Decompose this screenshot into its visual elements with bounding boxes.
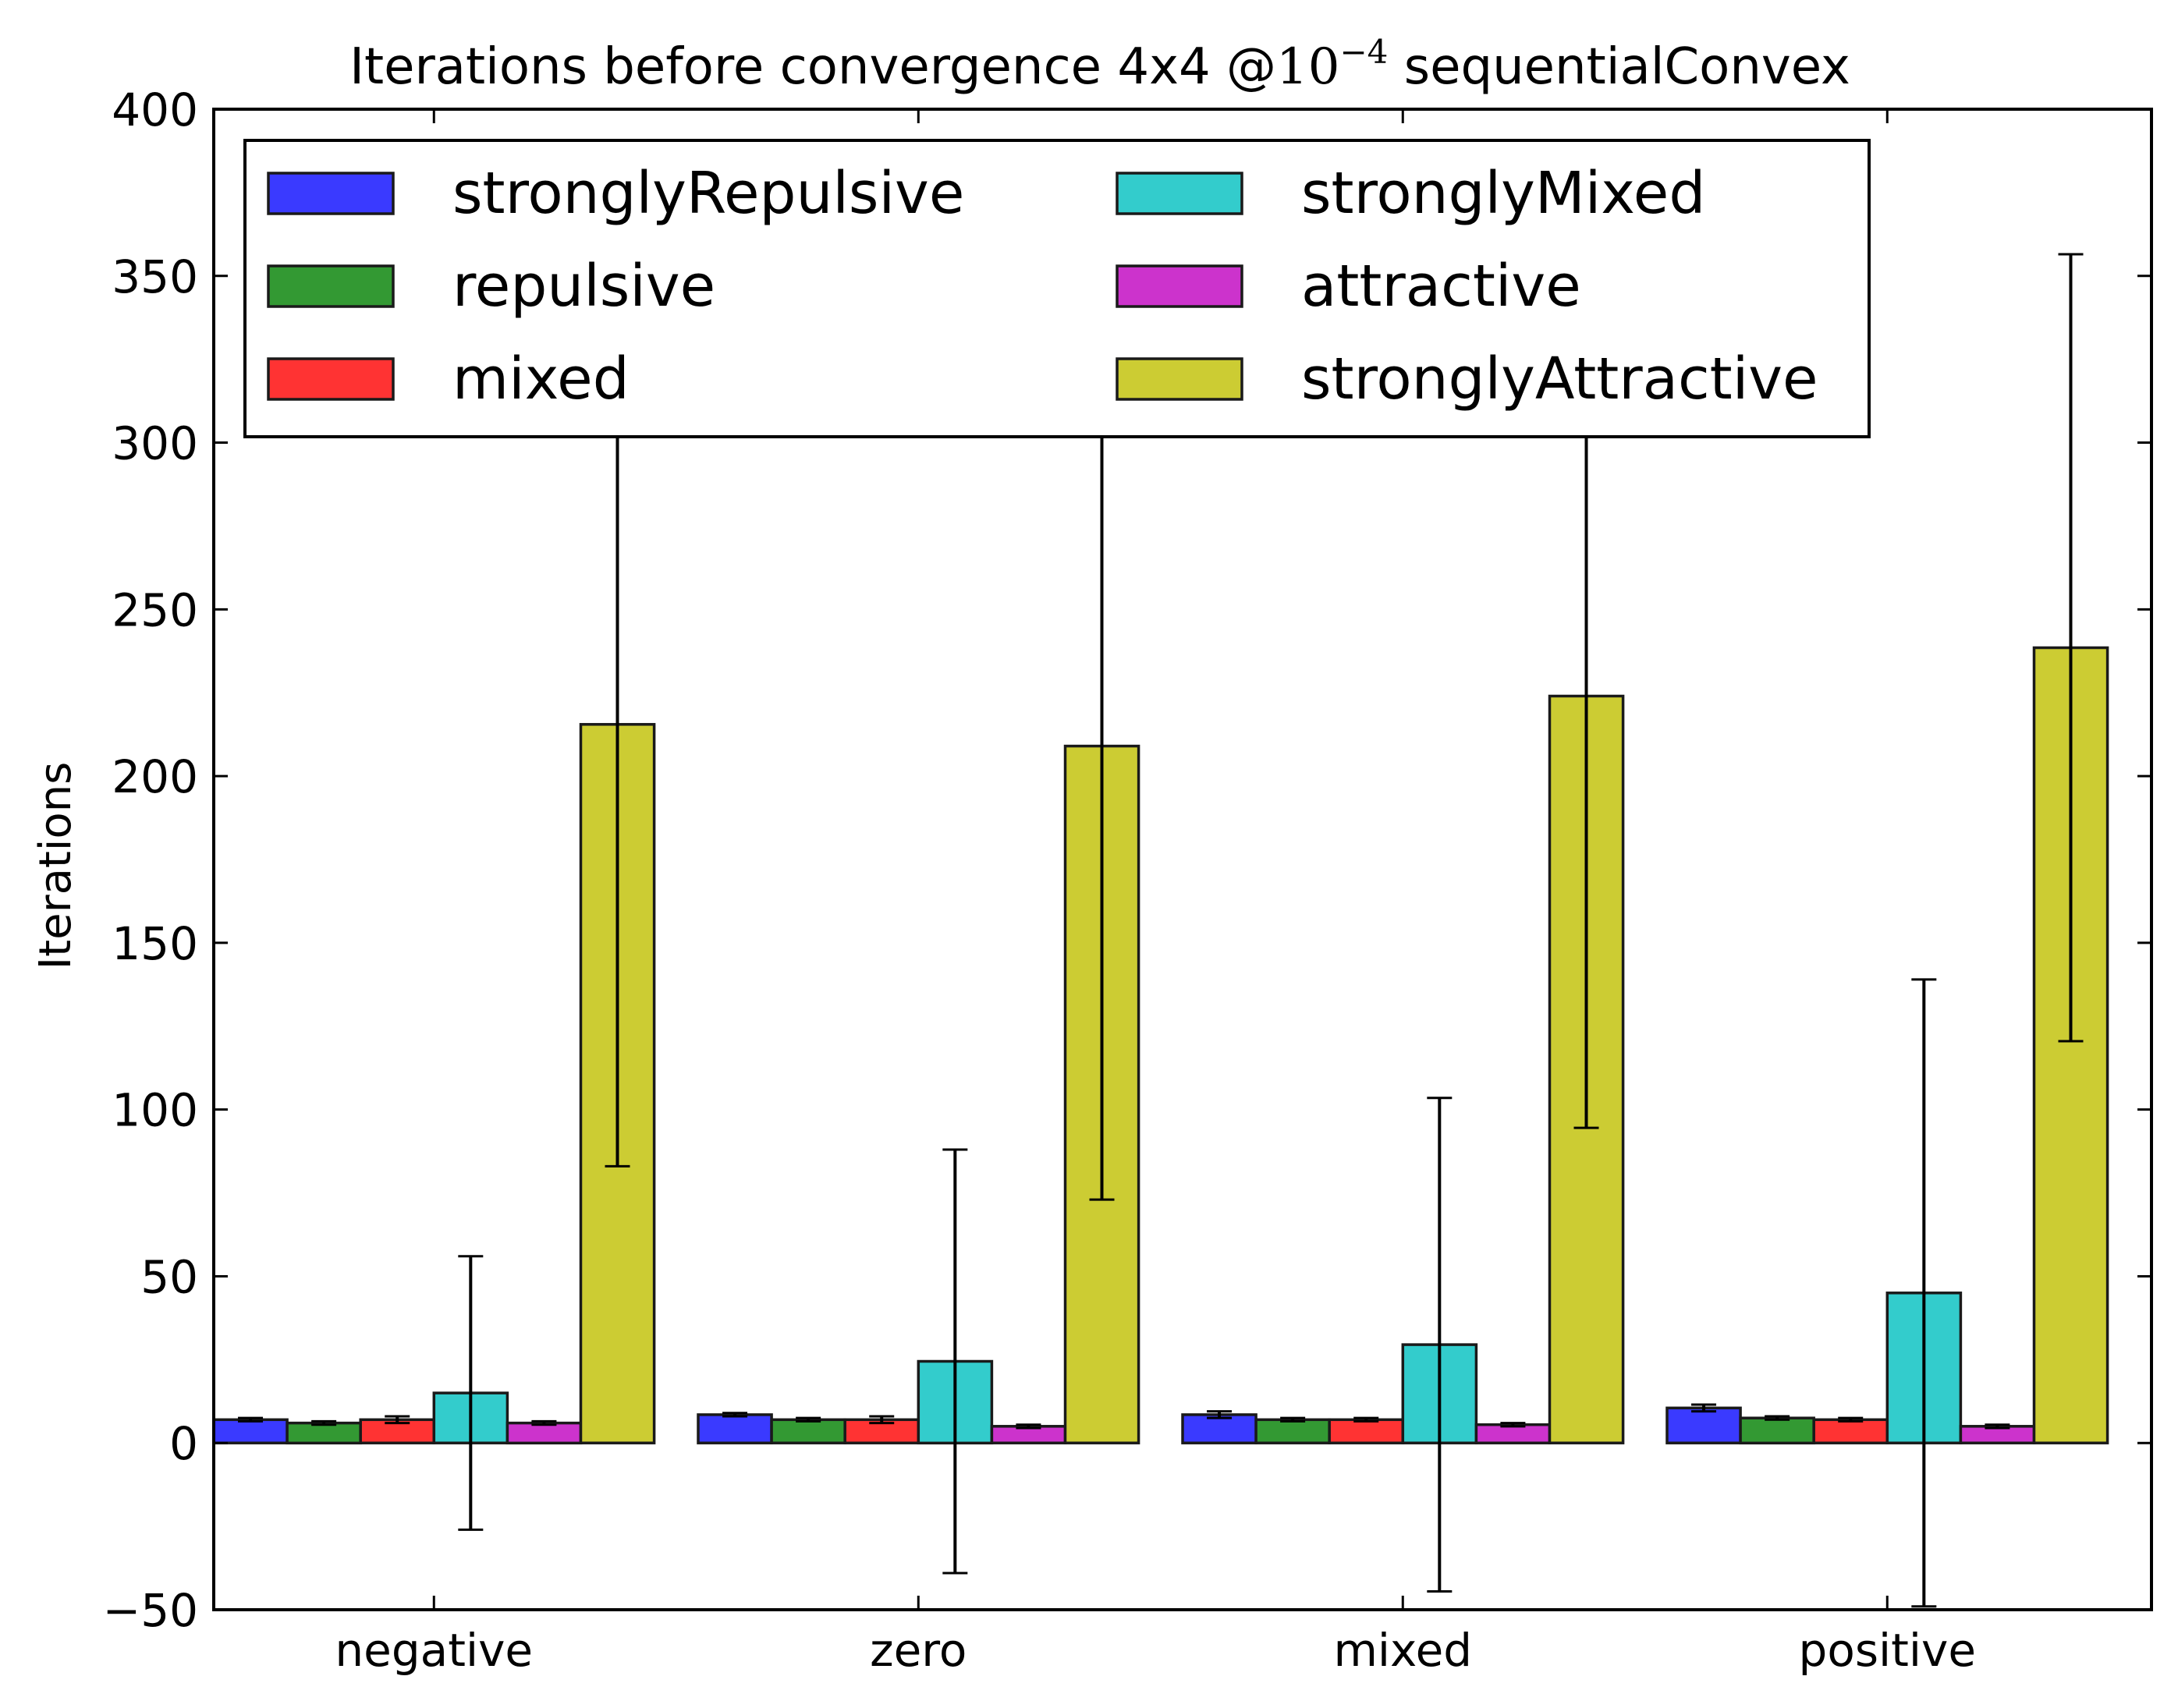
legend-swatch-stronglyMixed bbox=[1116, 172, 1243, 215]
legend-swatch-stronglyRepulsive bbox=[267, 172, 395, 215]
legend: stronglyRepulsive repulsive mixed stronglyM… bbox=[243, 139, 1871, 438]
legend-label-stronglyMixed: stronglyMixed bbox=[1301, 160, 1705, 227]
bar-stronglyRepulsive-negative bbox=[214, 1418, 289, 1444]
legend-swatch-mixed bbox=[267, 357, 395, 401]
bar-mixed-positive bbox=[1812, 1418, 1889, 1444]
bar-repulsive-positive bbox=[1739, 1416, 1815, 1445]
y-tick-label: 350 bbox=[112, 250, 198, 303]
y-tick-label: 50 bbox=[140, 1250, 198, 1303]
x-tick-label: mixed bbox=[1333, 1624, 1472, 1677]
plot-marks bbox=[214, 253, 2109, 1608]
bar-repulsive-negative bbox=[286, 1421, 362, 1445]
bar-stronglyRepulsive-positive bbox=[1665, 1406, 1742, 1444]
legend-box bbox=[243, 139, 1871, 438]
axes-frame bbox=[212, 108, 2153, 1611]
legend-label-repulsive: repulsive bbox=[452, 253, 715, 320]
legend-label-mixed: mixed bbox=[452, 345, 630, 413]
plot-area bbox=[214, 253, 2109, 1608]
y-axis-label: Iterations bbox=[30, 762, 81, 970]
y-tick-label: 100 bbox=[112, 1084, 198, 1137]
legend-swatch-stronglyAttractive bbox=[1116, 357, 1243, 401]
y-tick-label: 200 bbox=[112, 750, 198, 803]
axes: −50 0 50 100 150 200 250 300 350 400 negative zero m… bbox=[103, 83, 2151, 1677]
bar-mixed-mixed bbox=[1328, 1418, 1405, 1444]
chart-title: Iterations before convergence 4x4 @10−4 … bbox=[349, 33, 1850, 96]
legend-swatch-repulsive bbox=[267, 264, 395, 308]
legend-swatch-attractive bbox=[1116, 264, 1243, 308]
y-tick-label: 150 bbox=[112, 917, 198, 970]
legend-label-stronglyAttractive: stronglyAttractive bbox=[1301, 345, 1818, 413]
x-tick-label: positive bbox=[1799, 1624, 1977, 1677]
bar-repulsive-mixed bbox=[1254, 1418, 1331, 1444]
bar-attractive-negative bbox=[505, 1421, 583, 1445]
bar-stronglyRepulsive-zero bbox=[697, 1413, 773, 1444]
y-tick-label: 0 bbox=[169, 1417, 198, 1470]
legend-label-stronglyRepulsive: stronglyRepulsive bbox=[452, 160, 964, 227]
x-tick-label: zero bbox=[870, 1624, 967, 1677]
y-tick-label: 300 bbox=[112, 417, 198, 470]
x-tick-label: negative bbox=[335, 1624, 533, 1677]
y-tick-label: 250 bbox=[112, 583, 198, 636]
bar-repulsive-zero bbox=[770, 1418, 846, 1444]
y-tick-label: 400 bbox=[112, 83, 198, 136]
y-tick-label: −50 bbox=[103, 1584, 198, 1637]
legend-label-attractive: attractive bbox=[1301, 253, 1581, 320]
